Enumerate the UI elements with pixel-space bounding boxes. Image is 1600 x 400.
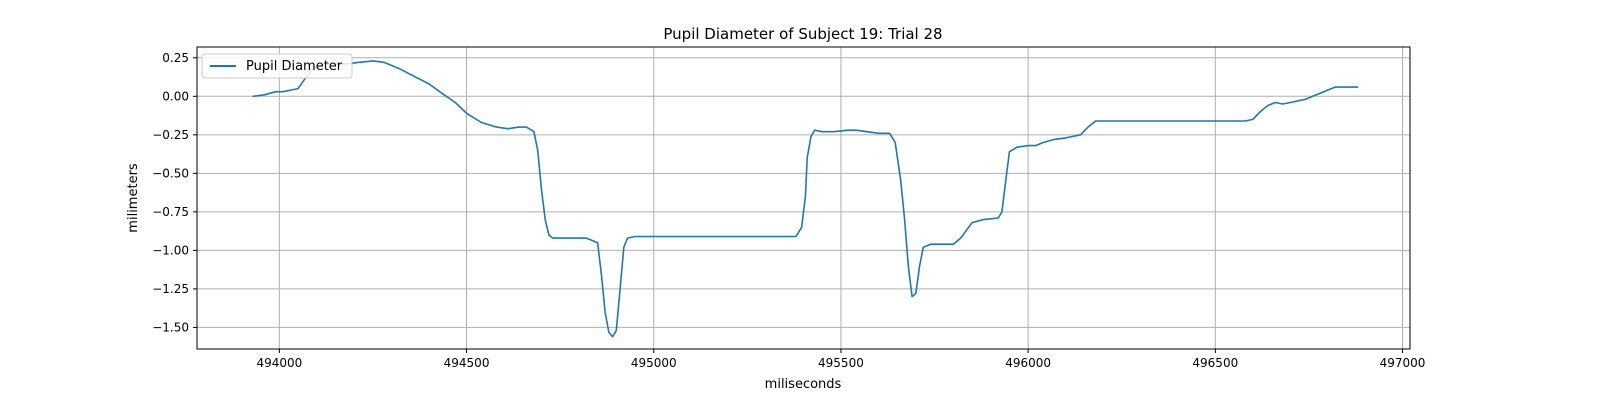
- legend: Pupil Diameter: [201, 53, 353, 79]
- y-tick-label: 0.25: [162, 51, 189, 65]
- x-tick-label: 494500: [444, 356, 490, 370]
- y-axis: 0.25 0.00 −0.25 −0.50 −0.75 −1.00 −1.25 −1.50: [152, 51, 197, 334]
- x-tick-label: 496000: [1005, 356, 1051, 370]
- x-tick-label: 496500: [1192, 356, 1238, 370]
- x-tick-label: 495000: [631, 356, 677, 370]
- x-axis: 494000 494500 495000 495500 496000 496500 4970…: [256, 349, 1425, 370]
- y-axis-label: milimeters: [126, 163, 141, 233]
- y-tick-label: −0.50: [152, 166, 189, 180]
- x-tick-label: 494000: [256, 356, 302, 370]
- x-axis-label: miliseconds: [765, 377, 842, 392]
- y-tick-label: 0.00: [162, 89, 189, 103]
- y-tick-label: −0.75: [152, 205, 189, 219]
- legend-box: [201, 53, 353, 79]
- series-line-pupil-diameter: [252, 60, 1359, 338]
- grid: [197, 47, 1410, 349]
- x-tick-label: 497000: [1380, 356, 1426, 370]
- y-tick-label: −1.00: [152, 243, 189, 257]
- y-tick-label: −1.50: [152, 320, 189, 334]
- plot-area: [252, 60, 1359, 338]
- axes-frame: [196, 46, 1411, 350]
- x-tick-label: 495500: [818, 356, 864, 370]
- y-tick-label: −1.25: [152, 282, 189, 296]
- chart-title: Pupil Diameter of Subject 19: Trial 28: [663, 25, 942, 43]
- y-tick-label: −0.25: [152, 128, 189, 142]
- legend-label: Pupil Diameter: [246, 59, 343, 74]
